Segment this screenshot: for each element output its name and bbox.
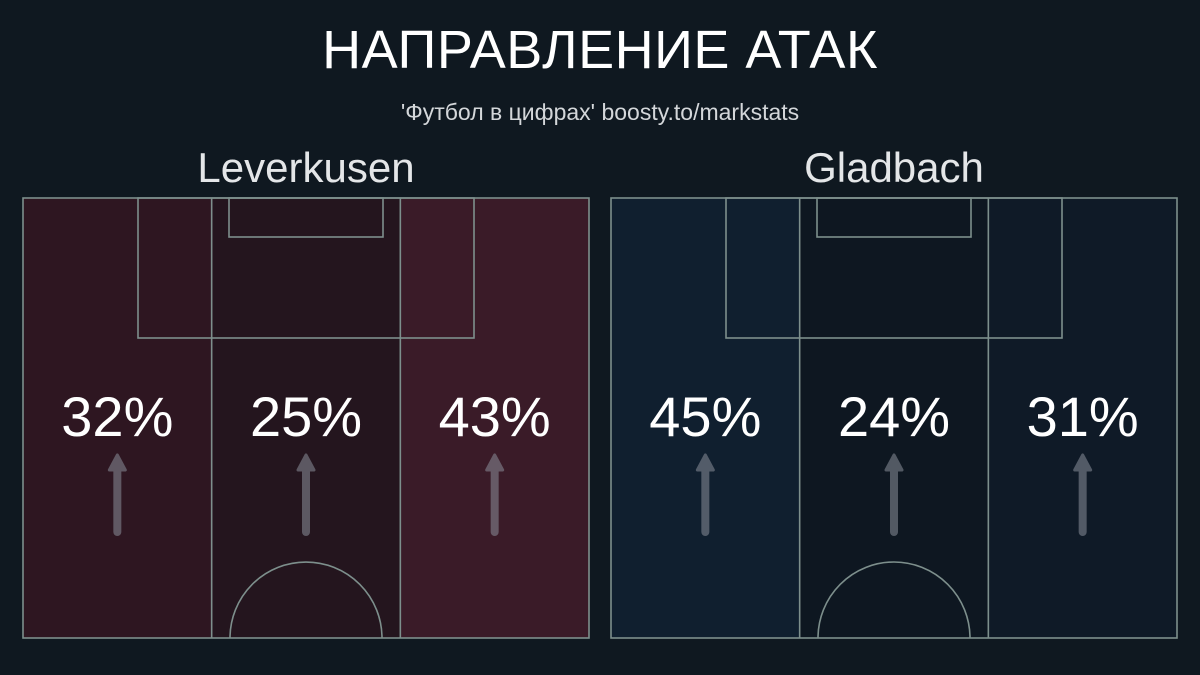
arrow-up-icon bbox=[695, 453, 715, 536]
pitch-leverkusen: Leverkusen 32% 25% 43% bbox=[22, 144, 590, 639]
arrow-head bbox=[296, 453, 316, 472]
zone-percent-label: 25% bbox=[250, 385, 362, 448]
center-circle-arc bbox=[229, 561, 383, 639]
zone-percent-label: 43% bbox=[439, 385, 551, 448]
zone-percent-label: 45% bbox=[649, 385, 761, 448]
arrow-up-icon bbox=[107, 453, 127, 536]
arrow-head bbox=[485, 453, 505, 472]
arrow-up-icon bbox=[296, 453, 316, 536]
arrow-up-icon bbox=[485, 453, 505, 536]
arrow-head bbox=[695, 453, 715, 472]
goal-box bbox=[816, 197, 972, 238]
chart-subtitle: 'Футбол в цифрах' boosty.to/markstats bbox=[400, 99, 800, 125]
zone-center bbox=[211, 198, 401, 638]
pitch-gladbach: Gladbach 45% 24% 31% bbox=[610, 144, 1178, 639]
center-circle-arc bbox=[817, 561, 971, 639]
team-name: Gladbach bbox=[804, 144, 984, 191]
zone-percent-label: 24% bbox=[838, 385, 950, 448]
chart-title: НАПРАВЛЕНИЕ АТАК bbox=[322, 20, 878, 80]
zone-percent-label: 32% bbox=[61, 385, 173, 448]
arrow-head bbox=[107, 453, 127, 472]
zone-left bbox=[611, 198, 800, 638]
zone-center bbox=[799, 198, 989, 638]
goal-box bbox=[228, 197, 384, 238]
zone-left bbox=[23, 198, 212, 638]
arrow-up-icon bbox=[1073, 453, 1093, 536]
team-name: Leverkusen bbox=[197, 144, 414, 191]
arrow-up-icon bbox=[884, 453, 904, 536]
arrow-head bbox=[1073, 453, 1093, 472]
arrow-head bbox=[884, 453, 904, 472]
zone-right bbox=[988, 198, 1177, 638]
zone-percent-label: 31% bbox=[1027, 385, 1139, 448]
zone-right bbox=[400, 198, 589, 638]
